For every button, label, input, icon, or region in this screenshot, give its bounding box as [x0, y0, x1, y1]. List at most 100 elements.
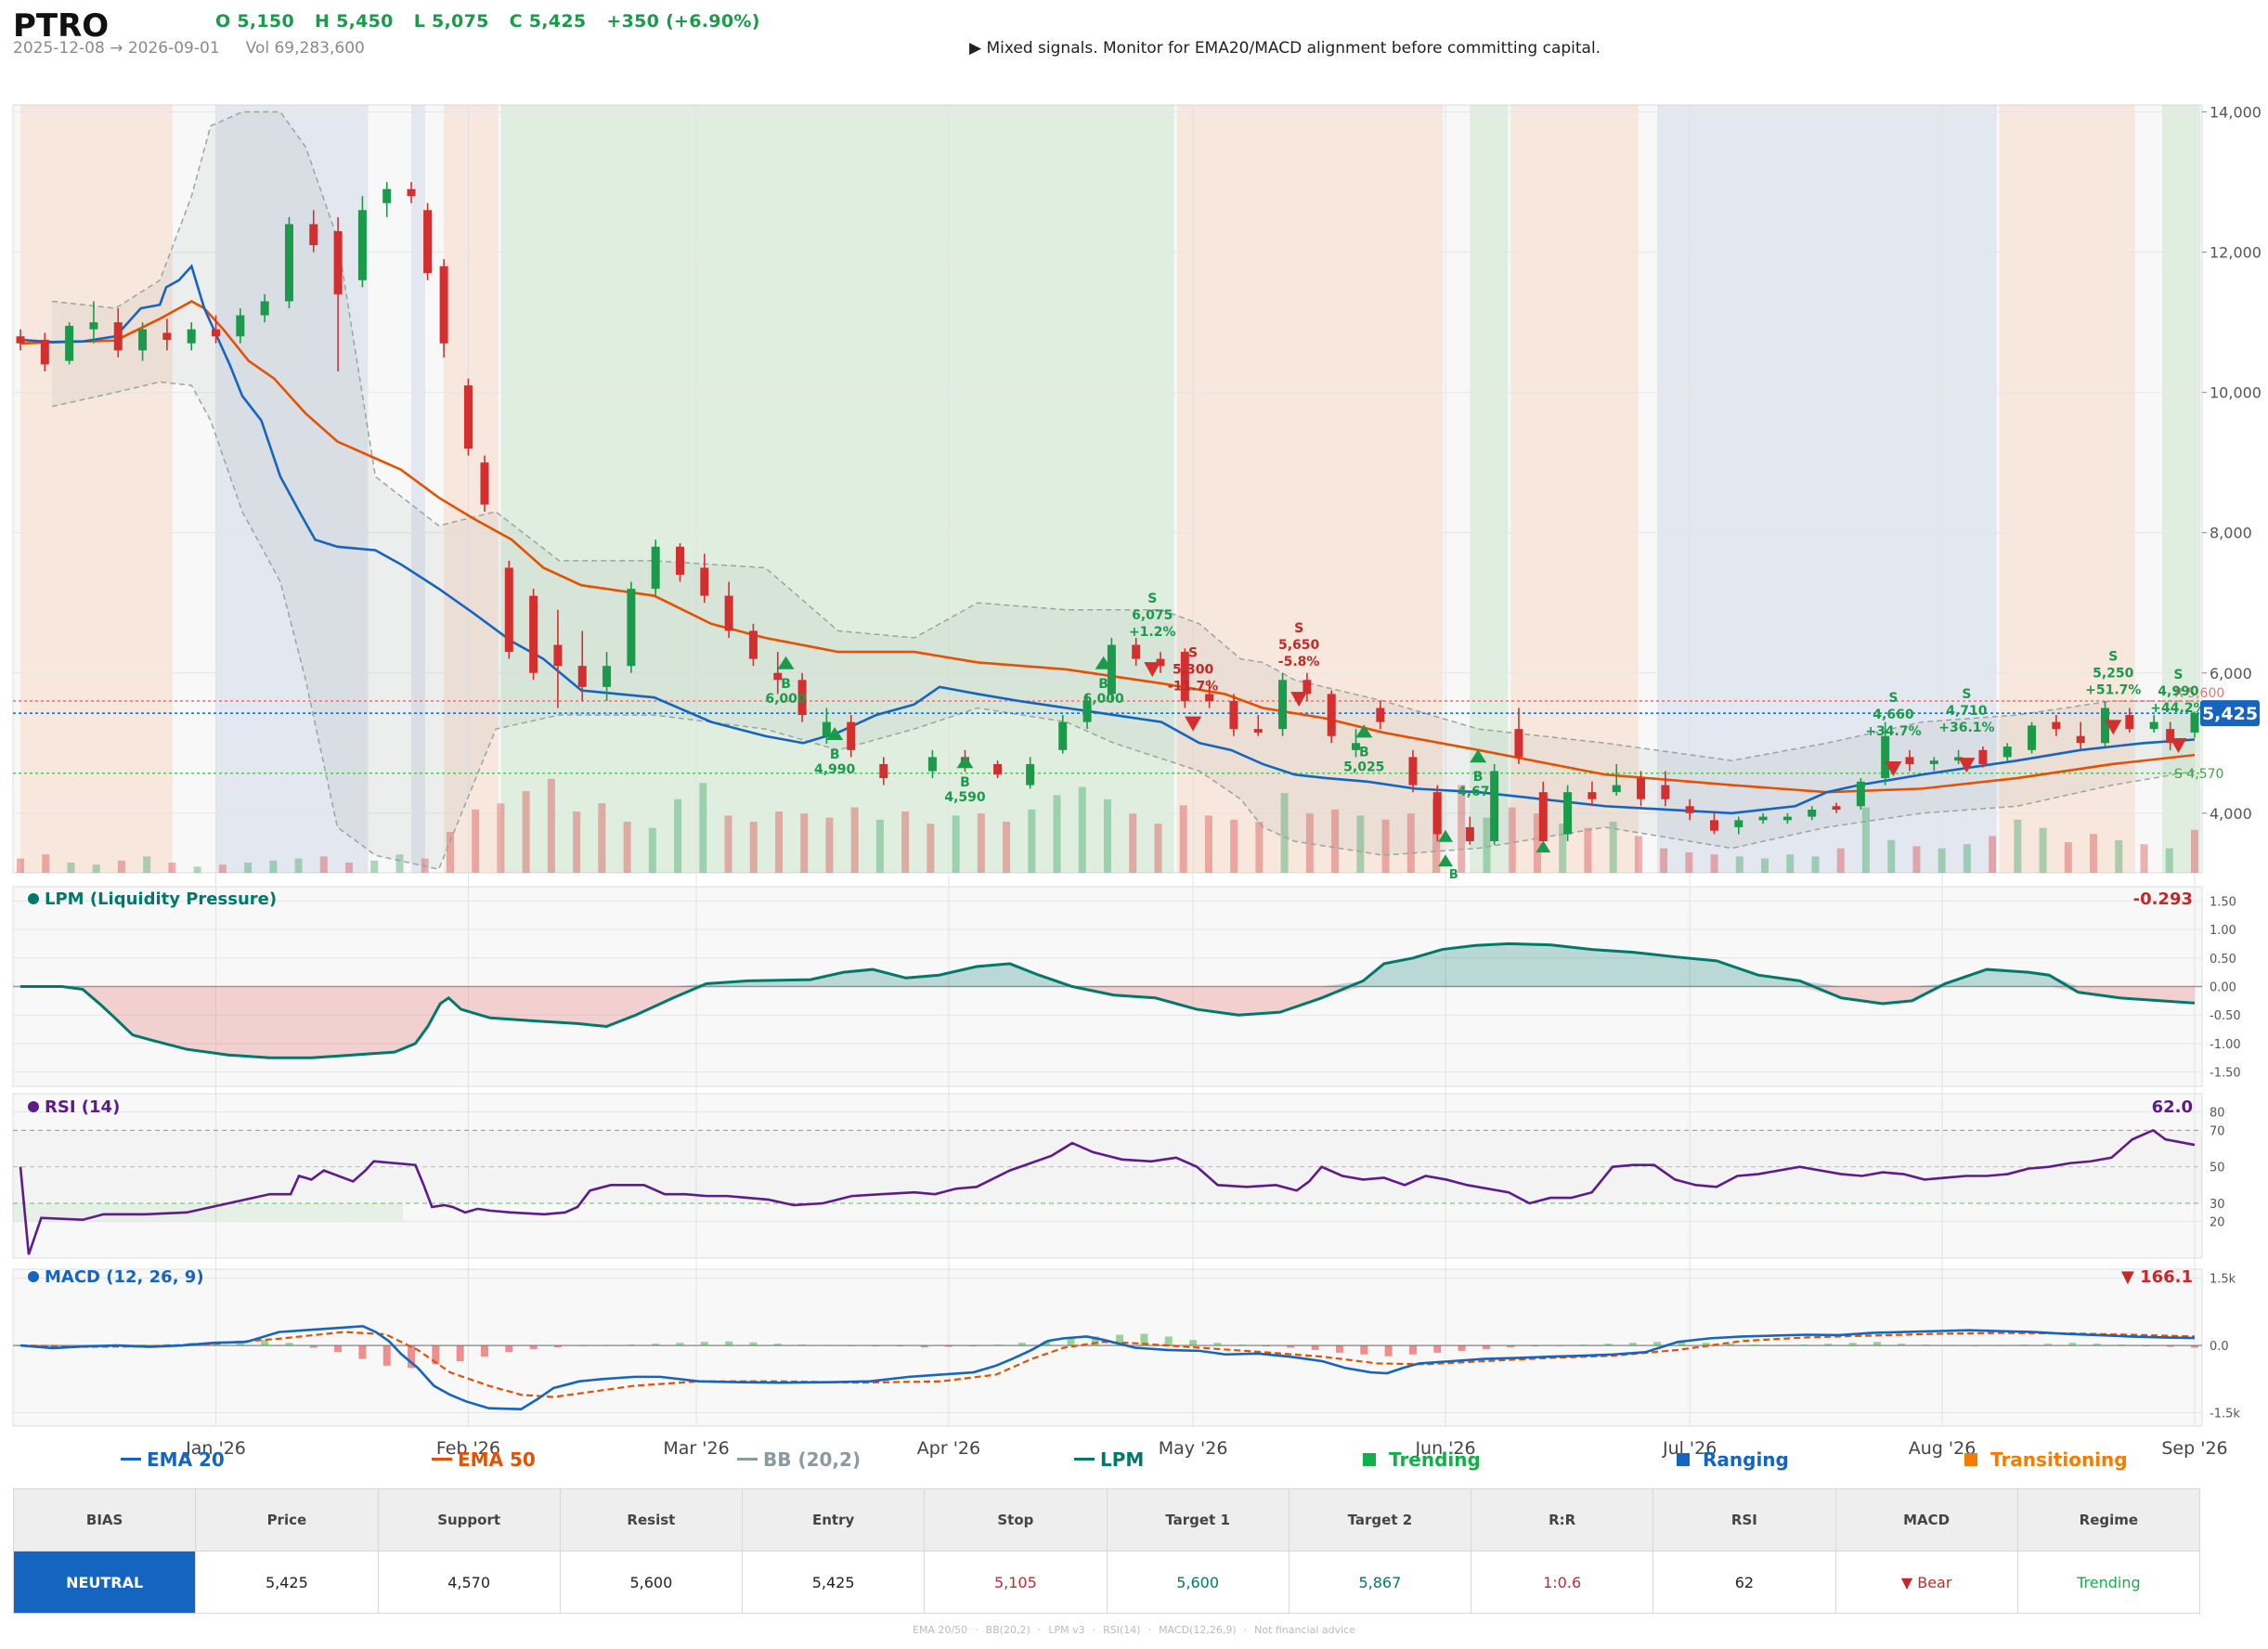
buy-signal-marker: [1438, 829, 1454, 842]
candle-body: [333, 230, 343, 294]
candle-body: [1107, 644, 1116, 695]
bollinger-lower-line: [51, 381, 2196, 871]
candle-body: [603, 666, 612, 687]
macd-histogram-bar: [1433, 1345, 1442, 1353]
macd-histogram-bar: [872, 1345, 880, 1347]
volume-bar: [1305, 813, 1314, 873]
candle-body: [927, 757, 937, 772]
candle-body: [1929, 760, 1938, 764]
volume-bar: [218, 864, 227, 873]
macd-histogram-bar: [1653, 1342, 1662, 1346]
buy-signal-price: 5,025: [1343, 760, 1384, 774]
candle-body: [822, 721, 831, 736]
sell-signal-marker: [1885, 760, 1902, 776]
footer-item: EMA 20/50: [913, 1624, 968, 1636]
volume-bar: [269, 860, 278, 873]
rsi-last-value: 62.0: [2152, 1097, 2193, 1117]
macd-histogram-bar: [847, 1345, 855, 1347]
candle-body: [700, 567, 709, 596]
footer-item: BB(20,2): [985, 1624, 1030, 1636]
volume-bar: [345, 863, 354, 873]
candle-body: [553, 644, 563, 667]
candle-body: [879, 763, 888, 779]
summary-header-bias: BIAS: [12, 1488, 197, 1552]
candle-body: [2125, 715, 2134, 730]
volume-bar: [1255, 822, 1264, 873]
volume-bar: [294, 858, 303, 873]
legend-lpm-label: LPM: [1100, 1448, 1145, 1471]
summary-header-rsi: RSI: [1652, 1488, 1836, 1552]
x-tick-label: Jul '26: [1662, 1438, 1717, 1459]
candle-body: [1954, 757, 1963, 761]
summary-header-row: BIAS Price Support Resist Entry Stop Tar…: [12, 1488, 2201, 1552]
rsi-title-dot: [28, 1101, 39, 1112]
summary-header-regime: Regime: [2016, 1488, 2201, 1552]
volume-bar: [573, 812, 581, 873]
macd-histogram-bar: [456, 1345, 464, 1361]
candle-body: [463, 385, 473, 449]
sell-signal-price: 5,650: [1278, 638, 1320, 653]
rsi-tick-label: 20: [2210, 1216, 2225, 1230]
sell-signal-pnl: +51.7%: [2085, 682, 2141, 697]
lpm-tick-label: -0.50: [2210, 1009, 2241, 1023]
candle-body: [187, 329, 196, 344]
macd-histogram-bar: [1628, 1343, 1637, 1346]
macd-histogram-bar: [138, 1344, 147, 1346]
candle-body: [1563, 792, 1573, 835]
legend-bb: BB (20,2): [737, 1448, 861, 1471]
legend-ema50: EMA 50: [432, 1448, 536, 1471]
macd-tick-label: 0.0: [2210, 1340, 2229, 1354]
legend-ranging: Ranging: [1677, 1448, 1789, 1471]
macd-histogram-bar: [1775, 1344, 1783, 1346]
candle-body: [284, 224, 293, 302]
candle-body: [382, 188, 392, 203]
volume-bar: [1685, 852, 1693, 873]
legend-transitioning-label: Transitioning: [1990, 1448, 2128, 1471]
legend-transitioning-swatch: [1964, 1452, 1977, 1466]
candle-body: [1082, 700, 1092, 722]
macd-histogram-bar: [2019, 1344, 2028, 1346]
macd-histogram-bar: [382, 1345, 391, 1366]
rsi-value: 62: [1652, 1551, 1836, 1614]
candle-body: [1302, 680, 1312, 695]
candle-body: [1538, 792, 1548, 842]
sell-signal-pnl: +34.7%: [1865, 724, 1921, 739]
high-value: H 5,450: [314, 11, 394, 32]
candle-body: [577, 666, 587, 687]
volume-bar: [648, 827, 656, 873]
candle-body: [480, 462, 489, 505]
candle-body: [627, 589, 636, 667]
legend-trending: Trending: [1363, 1448, 1481, 1471]
volume-bar: [2115, 839, 2123, 873]
ema50-line: [19, 299, 2196, 794]
x-tick-label: Jan '26: [185, 1438, 246, 1459]
summary-header-entry: Entry: [741, 1488, 926, 1552]
volume-bar: [1584, 827, 1592, 873]
macd-histogram-bar: [2142, 1345, 2150, 1347]
volume-bar: [1129, 813, 1137, 873]
legend-transitioning: Transitioning: [1964, 1448, 2128, 1471]
volume-bar: [17, 858, 24, 873]
candle-body: [1734, 820, 1743, 827]
candle-body: [1685, 806, 1694, 813]
macd-histogram-bar: [285, 1343, 293, 1346]
summary-header-price: Price: [195, 1488, 379, 1552]
macd-histogram-bar: [1311, 1345, 1319, 1350]
macd-histogram-bar: [1531, 1345, 1539, 1347]
candle-body: [1229, 700, 1238, 730]
macd-histogram-bar: [1408, 1345, 1417, 1355]
legend-ema20-swatch: [121, 1458, 141, 1461]
legend-ema50-label: EMA 50: [458, 1448, 536, 1471]
lpm-tick-label: 1.50: [2210, 895, 2236, 909]
x-tick-label: Sep '26: [2161, 1438, 2227, 1459]
macd-histogram-bar: [1189, 1340, 1198, 1346]
macd-histogram-bar: [1140, 1333, 1148, 1346]
buy-signal-price: 4,590: [944, 790, 986, 805]
macd-histogram-bar: [1727, 1344, 1735, 1346]
candle-body: [1709, 820, 1718, 831]
legend-bb-swatch: [737, 1458, 758, 1461]
volume-bar: [168, 863, 176, 873]
candle-body: [993, 763, 1003, 775]
candle-body: [1832, 806, 1841, 811]
chart-canvas[interactable]: Jan '26 Feb '26 Mar '26 Apr '26 May '26 Jun '…: [0, 0, 2268, 1486]
